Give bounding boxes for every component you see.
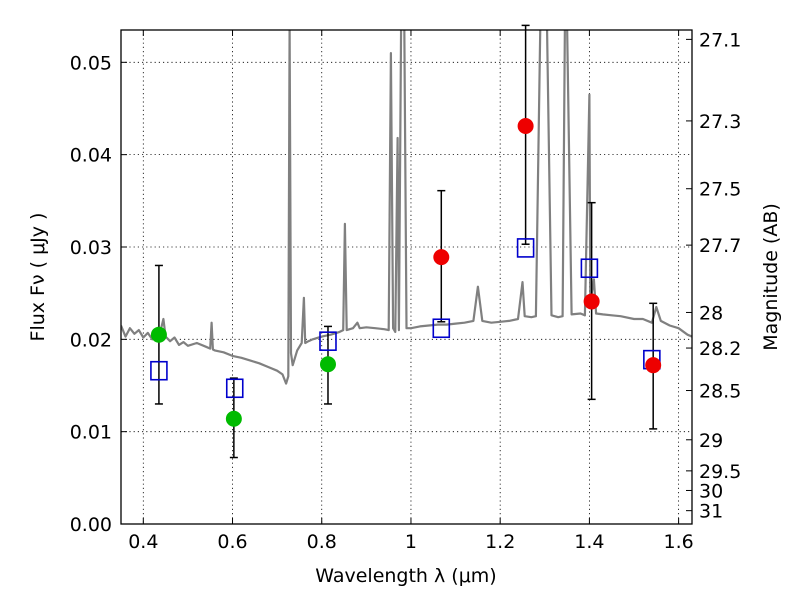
model-photometry-marker [150, 360, 168, 381]
magnitude-tick-label: 27.3 [699, 111, 741, 133]
magnitude-tick-label: 28 [699, 302, 723, 324]
y-tick-label: 0.03 [70, 237, 112, 259]
observed-optical-point [150, 326, 167, 343]
y-axis-title: Flux Fν ( μJy ) [27, 213, 49, 342]
magnitude-tick-label: 29 [699, 430, 723, 452]
magnitude-tick-label: 28.2 [699, 338, 741, 360]
x-tick-label: 1.2 [485, 531, 515, 553]
x-axis: 0.4 0.6 0.8 1 1.2 1.4 1.6 [128, 30, 694, 553]
marker-layer [150, 24, 662, 459]
magnitude-axis-title: Magnitude (AB) [760, 203, 782, 351]
x-tick-label: 0.6 [217, 531, 247, 553]
y-tick-label: 0.05 [70, 52, 112, 74]
template-spectrum-line [121, 30, 692, 385]
y-tick-label: 0.04 [70, 145, 112, 167]
observed-nir-point [517, 118, 534, 135]
y-tick-label: 0.00 [70, 514, 112, 536]
observed-nir-point [645, 357, 662, 374]
magnitude-tick-label: 27.7 [699, 235, 741, 257]
y-tick-label: 0.02 [70, 329, 112, 351]
model-photometry-marker [580, 258, 599, 279]
model-photometry-marker [432, 318, 451, 339]
magnitude-tick-label: 29.5 [699, 461, 741, 483]
model-photometry-marker [225, 378, 244, 399]
x-tick-label: 0.4 [128, 531, 158, 553]
magnitude-tick-label: 27.5 [699, 179, 741, 201]
series-layer [121, 30, 692, 385]
x-tick-label: 1.4 [574, 531, 604, 553]
magnitude-tick-label: 30 [699, 480, 723, 502]
x-tick-label: 1.6 [664, 531, 694, 553]
x-axis-title: Wavelength λ (μm) [315, 565, 496, 587]
magnitude-tick-label: 28.5 [699, 381, 741, 403]
magnitude-tick-label: 27.1 [699, 29, 741, 51]
y-axis: 0.00 0.01 0.02 0.03 0.04 0.05 [70, 52, 127, 536]
observed-optical-point [225, 410, 242, 427]
magnitude-tick-label: 31 [699, 501, 723, 523]
model-photometry-marker [516, 238, 535, 258]
x-tick-label: 0.8 [307, 531, 337, 553]
plot-frame [120, 29, 693, 525]
x-tick-label: 1 [405, 531, 417, 553]
observed-nir-point [583, 293, 600, 310]
model-photometry-marker [319, 331, 337, 351]
observed-optical-point [319, 356, 336, 373]
observed-nir-point [433, 249, 450, 266]
y-tick-label: 0.01 [70, 422, 112, 444]
grid [121, 30, 692, 524]
